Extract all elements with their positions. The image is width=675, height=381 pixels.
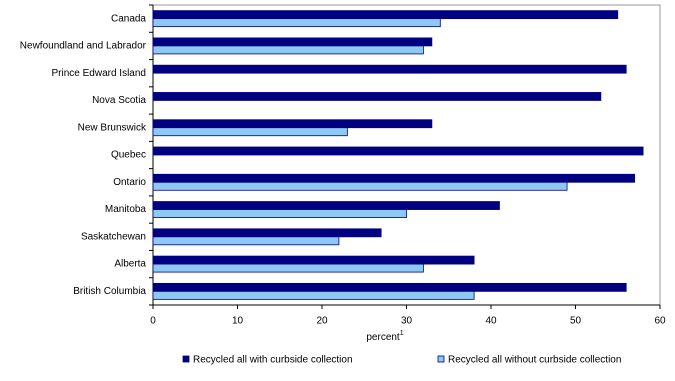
x-tick-label: 10 [232, 316, 244, 327]
bar [152, 127, 348, 137]
y-tick-label: Prince Edward Island [52, 68, 147, 79]
y-tick-label: Alberta [114, 259, 146, 270]
bar [152, 146, 644, 156]
bar [152, 10, 619, 20]
bar [152, 236, 340, 246]
bar [152, 263, 424, 273]
legend-label: Recycled all with curbside collection [193, 355, 353, 366]
bar [152, 228, 382, 238]
x-tick-label: 50 [570, 316, 582, 327]
bar [152, 290, 475, 300]
y-tick-label: New Brunswick [78, 122, 147, 133]
bar [152, 181, 568, 191]
legend-label: Recycled all without curbside collection [448, 355, 621, 366]
bar [152, 18, 441, 28]
legend-swatch [182, 355, 190, 363]
bar [152, 64, 627, 74]
y-tick-label: Saskatchewan [81, 231, 146, 242]
x-axis-label-text: percent [366, 332, 400, 343]
x-tick-label: 40 [485, 316, 497, 327]
y-tick-label: Quebec [111, 150, 146, 161]
y-tick-label: Canada [111, 13, 146, 24]
x-tick-label: 60 [654, 316, 666, 327]
y-tick-label: Nova Scotia [92, 95, 146, 106]
legend-swatch [437, 355, 445, 363]
y-tick-label: British Columbia [73, 286, 146, 297]
y-tick-label: Manitoba [105, 204, 147, 215]
bar [152, 201, 500, 210]
x-axis-label: percent1 [366, 330, 403, 343]
bar [152, 173, 636, 183]
y-tick-label: Newfoundland and Labrador [20, 41, 147, 52]
x-tick-label: 0 [150, 316, 156, 327]
x-tick-label: 20 [316, 316, 328, 327]
bar [152, 255, 475, 265]
bar [152, 282, 627, 292]
bar [152, 119, 433, 129]
bar [152, 209, 407, 218]
y-tick-label: Ontario [113, 177, 146, 188]
x-tick-label: 30 [401, 316, 413, 327]
bar [152, 37, 433, 47]
bar [152, 45, 424, 55]
bar [152, 92, 602, 101]
x-axis-label-footnote: 1 [400, 330, 404, 337]
